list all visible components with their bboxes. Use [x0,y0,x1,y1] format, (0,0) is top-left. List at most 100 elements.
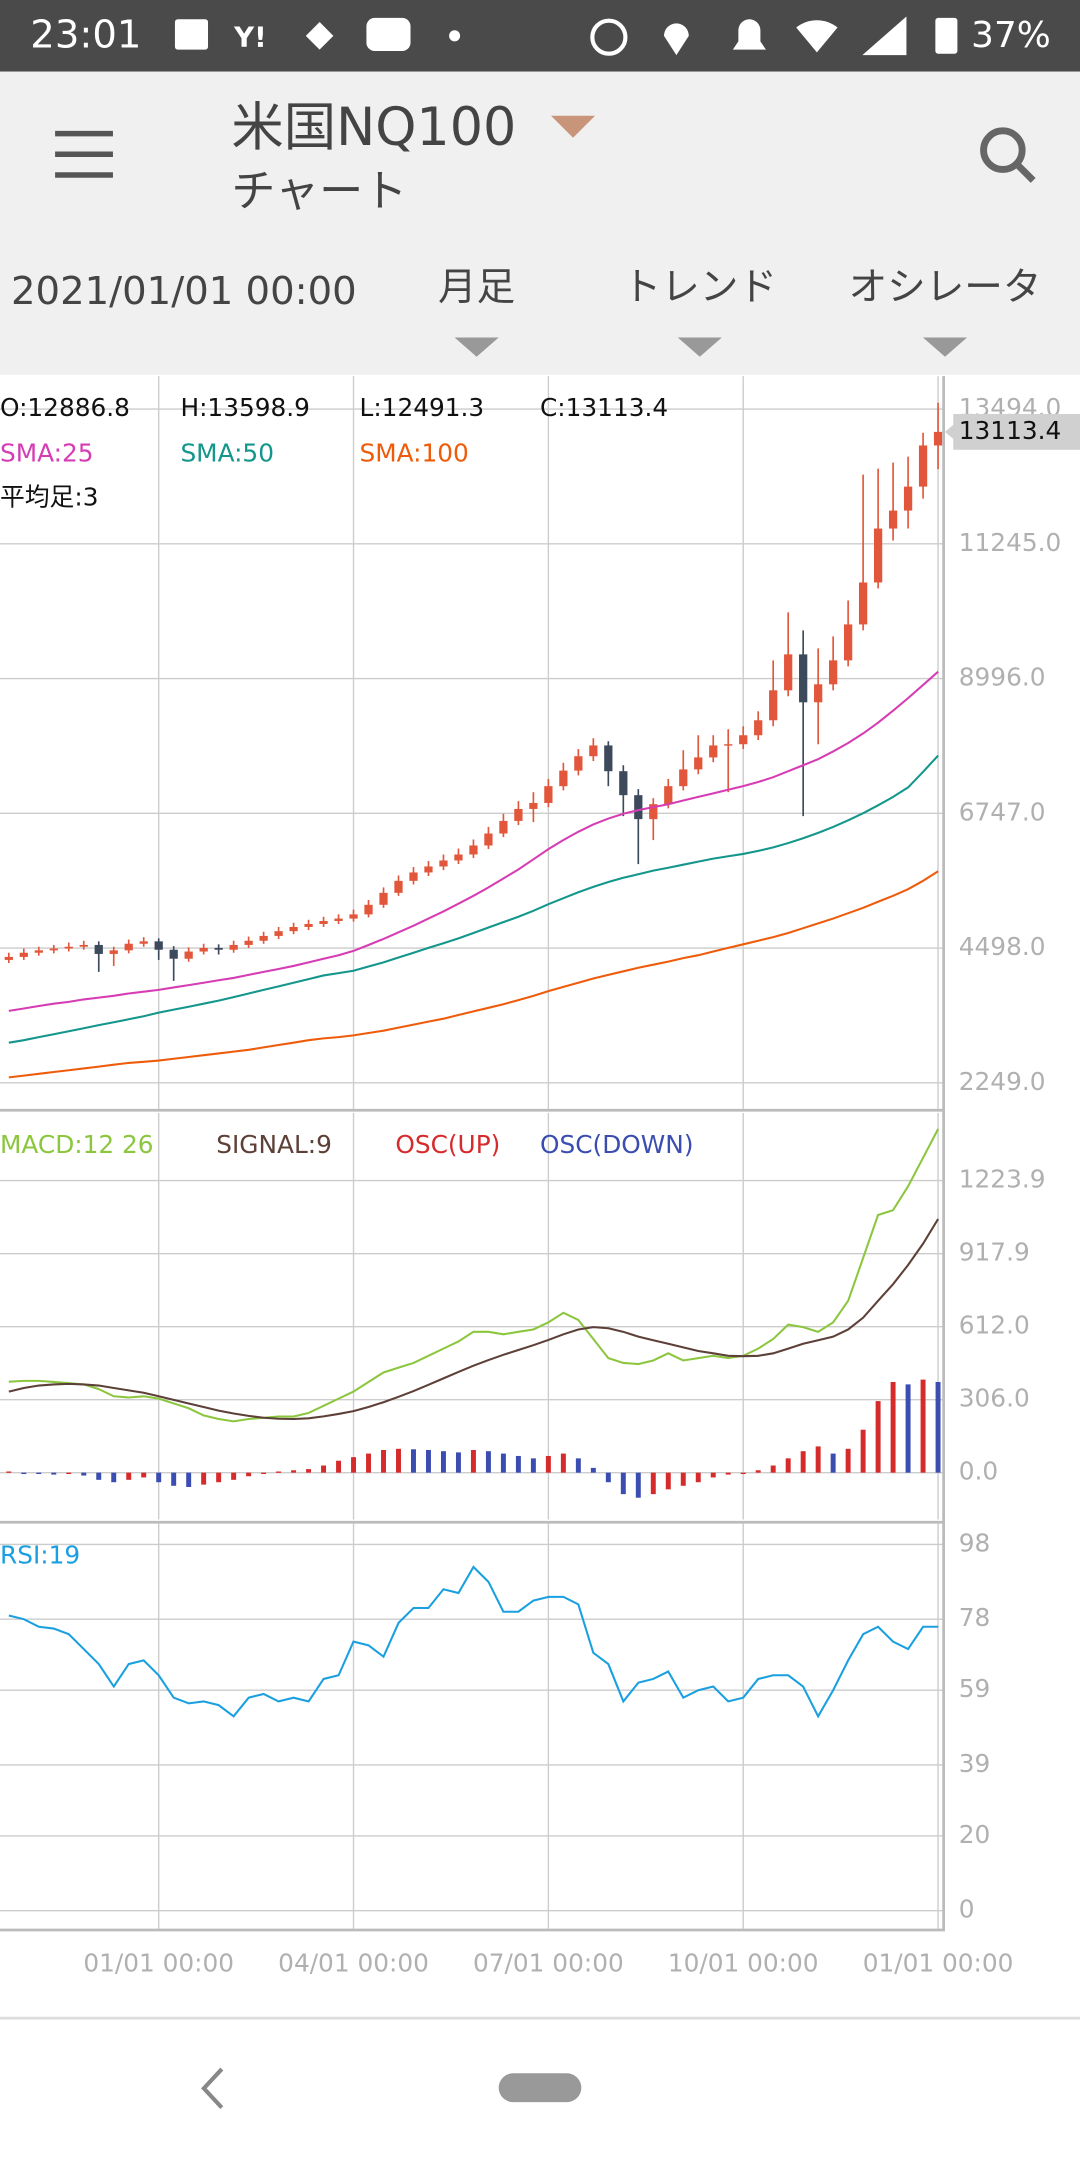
osc-bar [411,1449,416,1473]
chart-date: 2021/01/01 00:00 [11,269,357,314]
candle-body [873,528,883,583]
search-button[interactable] [980,127,1036,183]
candle-body [439,860,448,867]
panel-borders [0,376,946,1932]
candle-body [364,904,373,915]
osc-bar [21,1472,27,1475]
candle-body [289,926,298,932]
title-dropdown[interactable] [551,115,596,138]
candle-body [109,950,118,954]
candle-body [484,833,493,846]
candle-body [858,582,868,625]
candle-body [829,660,838,685]
tab-period[interactable]: 月足 [438,265,515,310]
x-tick-label: 01/01 00:00 [83,1948,234,1977]
osc-bar [485,1451,491,1473]
candle-body [814,684,823,703]
candle-body [514,808,523,821]
candle-body [664,786,673,805]
osc-bar [845,1448,851,1473]
candle-body [843,624,853,661]
osc-bar [156,1472,162,1483]
last-price-label: 13113.4 [959,416,1061,445]
osc-bar [381,1449,386,1473]
osc-bar [815,1446,821,1473]
osc-bar [920,1379,926,1473]
candle-body [79,944,88,947]
legend-entry: RSI:19 [0,1541,80,1570]
y-tick-label: 39 [959,1749,991,1778]
candle-body [124,943,133,951]
osc-bar [291,1470,297,1473]
osc-bar [440,1451,446,1473]
osc-bar [620,1472,626,1495]
osc-bar [201,1472,207,1485]
legend-entry: SIGNAL:9 [216,1130,332,1159]
tab-trend[interactable]: トレンド [623,265,777,310]
candle-body [739,735,748,745]
osc-bar [665,1472,671,1490]
candle-body [933,431,943,446]
osc-bar [246,1472,252,1477]
ohlc-label: C:13113.4 [540,393,668,422]
plot [8,1565,939,1719]
line-series [8,870,939,1079]
last-price-tag [953,413,1080,450]
candle-body [559,770,568,787]
app-title[interactable]: 米国NQ100 [231,97,516,158]
candle-body [214,947,223,950]
tab-arrows [454,337,968,357]
osc-bar [366,1453,372,1473]
osc-bar [860,1429,866,1473]
osc-bar [875,1401,881,1473]
menu-button[interactable] [55,130,113,178]
osc-bar [306,1469,312,1473]
candle-body [184,951,193,959]
x-tick-label: 07/01 00:00 [473,1948,624,1977]
svg-text:Y!: Y! [233,22,267,54]
osc-bar [935,1381,941,1473]
ohlc-label: H:13598.9 [180,393,309,422]
osc-bar [605,1472,611,1483]
line-series [8,1128,940,1423]
candle-body [784,654,793,691]
ohlc-label: O:12886.8 [0,393,130,422]
home-button[interactable] [498,2073,582,2103]
osc-bar [276,1471,282,1473]
last-price-pointer [945,423,955,441]
candle-body [469,845,478,855]
status-bar [0,0,1080,72]
osc-bar [740,1472,746,1475]
battery-level: 37% [971,15,1051,56]
osc-bar [66,1472,72,1475]
osc-bar [545,1455,551,1473]
candle-body [679,769,688,787]
candle-body [49,948,58,951]
candle-body [139,941,148,944]
osc-bar [171,1472,177,1486]
back-button[interactable] [201,2067,224,2110]
candle-body [244,940,253,945]
tab-oscillator[interactable]: オシレータ [849,265,1042,310]
osc-bar [455,1452,461,1473]
osc-bar [186,1472,192,1487]
osc-bar [530,1458,536,1473]
osc-bar [216,1472,222,1483]
osc-bar [905,1384,911,1473]
line-series [8,670,939,1012]
candle-body [94,944,103,954]
candle-body [903,486,913,511]
y-tick-label: 98 [959,1528,991,1557]
candle-body [544,786,553,803]
candle-body [64,946,73,949]
legend-entry: SMA:25 [0,439,94,468]
y-tick-label: 59 [959,1674,991,1703]
plot [6,1128,941,1498]
candle-body [589,745,598,757]
candle-body [304,923,313,927]
candle-body [424,866,433,873]
osc-bar [695,1472,701,1483]
osc-bar [231,1472,237,1480]
osc-bar [755,1470,761,1473]
